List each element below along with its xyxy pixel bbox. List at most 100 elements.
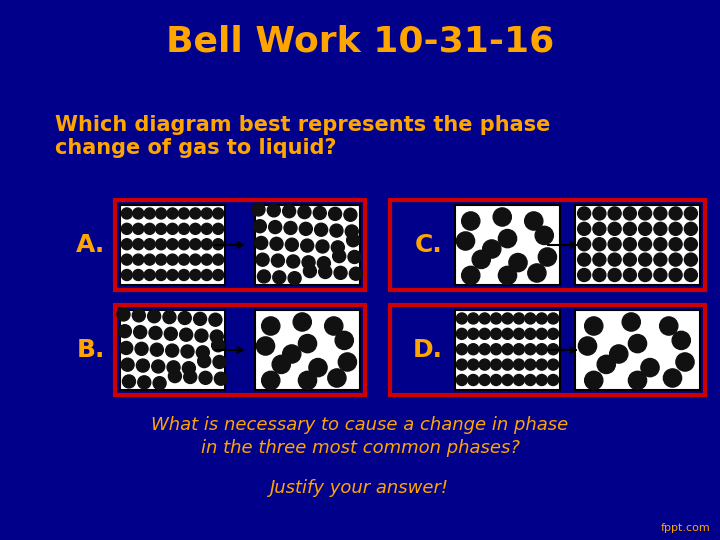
Circle shape: [669, 222, 682, 235]
Circle shape: [654, 222, 667, 235]
Circle shape: [577, 268, 590, 281]
Circle shape: [122, 208, 132, 219]
Circle shape: [513, 328, 524, 339]
Circle shape: [122, 254, 132, 265]
Circle shape: [212, 269, 224, 280]
Circle shape: [120, 341, 132, 354]
Circle shape: [156, 224, 166, 234]
Circle shape: [480, 359, 490, 370]
Circle shape: [190, 254, 201, 265]
Circle shape: [163, 310, 176, 323]
Circle shape: [624, 222, 636, 235]
Circle shape: [144, 208, 156, 219]
Circle shape: [179, 269, 189, 280]
Text: C.: C.: [415, 233, 443, 257]
Circle shape: [624, 238, 636, 251]
Circle shape: [536, 328, 547, 339]
Circle shape: [468, 313, 479, 324]
Circle shape: [548, 328, 559, 339]
Circle shape: [167, 239, 178, 249]
Circle shape: [132, 309, 145, 322]
Circle shape: [132, 239, 144, 249]
Circle shape: [212, 339, 225, 352]
Circle shape: [285, 238, 298, 251]
Circle shape: [585, 372, 603, 389]
Circle shape: [313, 206, 326, 219]
Text: B.: B.: [76, 338, 105, 362]
Circle shape: [480, 375, 490, 386]
Circle shape: [456, 232, 474, 250]
Circle shape: [622, 313, 640, 331]
Circle shape: [593, 207, 606, 220]
Circle shape: [456, 313, 467, 324]
Circle shape: [201, 239, 212, 249]
Circle shape: [184, 370, 197, 383]
Circle shape: [152, 360, 165, 373]
Bar: [120, 205, 225, 285]
Circle shape: [287, 255, 300, 268]
Bar: [390, 200, 705, 290]
Circle shape: [335, 332, 354, 349]
Circle shape: [490, 313, 502, 324]
Circle shape: [283, 205, 296, 218]
Circle shape: [122, 239, 132, 249]
Circle shape: [252, 203, 265, 216]
Circle shape: [639, 207, 652, 220]
Circle shape: [624, 207, 636, 220]
Circle shape: [472, 251, 490, 268]
Circle shape: [502, 344, 513, 355]
Circle shape: [482, 240, 501, 258]
Circle shape: [121, 358, 134, 371]
Circle shape: [577, 253, 590, 266]
Circle shape: [597, 355, 616, 374]
Circle shape: [608, 253, 621, 266]
Circle shape: [468, 359, 479, 370]
Circle shape: [201, 269, 212, 280]
Circle shape: [167, 361, 180, 374]
Bar: [120, 310, 225, 390]
Circle shape: [330, 224, 343, 237]
Circle shape: [536, 313, 547, 324]
Circle shape: [468, 328, 479, 339]
Circle shape: [669, 253, 682, 266]
Circle shape: [144, 239, 156, 249]
Circle shape: [536, 359, 547, 370]
Circle shape: [182, 362, 195, 375]
Circle shape: [684, 207, 698, 220]
Circle shape: [144, 269, 156, 280]
Circle shape: [498, 266, 517, 285]
Circle shape: [269, 220, 282, 234]
Bar: [575, 205, 700, 285]
Circle shape: [261, 372, 280, 389]
Circle shape: [302, 256, 315, 269]
Circle shape: [525, 328, 536, 339]
Circle shape: [593, 222, 606, 235]
Circle shape: [456, 328, 467, 339]
Circle shape: [316, 240, 329, 253]
Circle shape: [331, 241, 344, 254]
Text: Justify your answer!: Justify your answer!: [271, 479, 449, 497]
Circle shape: [179, 224, 189, 234]
Circle shape: [528, 264, 546, 282]
Circle shape: [641, 359, 659, 377]
Circle shape: [548, 375, 559, 386]
Text: Bell Work 10-31-16: Bell Work 10-31-16: [166, 25, 554, 59]
Circle shape: [153, 377, 166, 390]
Circle shape: [629, 372, 647, 389]
Circle shape: [138, 376, 150, 389]
Circle shape: [261, 317, 280, 335]
Circle shape: [179, 328, 193, 341]
Text: A.: A.: [76, 233, 105, 257]
Circle shape: [212, 254, 224, 265]
Text: in the three most common phases?: in the three most common phases?: [201, 439, 519, 457]
Circle shape: [288, 272, 301, 285]
Circle shape: [349, 267, 362, 280]
Circle shape: [167, 269, 178, 280]
Circle shape: [319, 266, 332, 279]
Circle shape: [271, 254, 284, 267]
Circle shape: [338, 353, 356, 371]
Circle shape: [190, 208, 201, 219]
Circle shape: [212, 239, 224, 249]
Circle shape: [122, 375, 135, 388]
Circle shape: [509, 253, 527, 272]
